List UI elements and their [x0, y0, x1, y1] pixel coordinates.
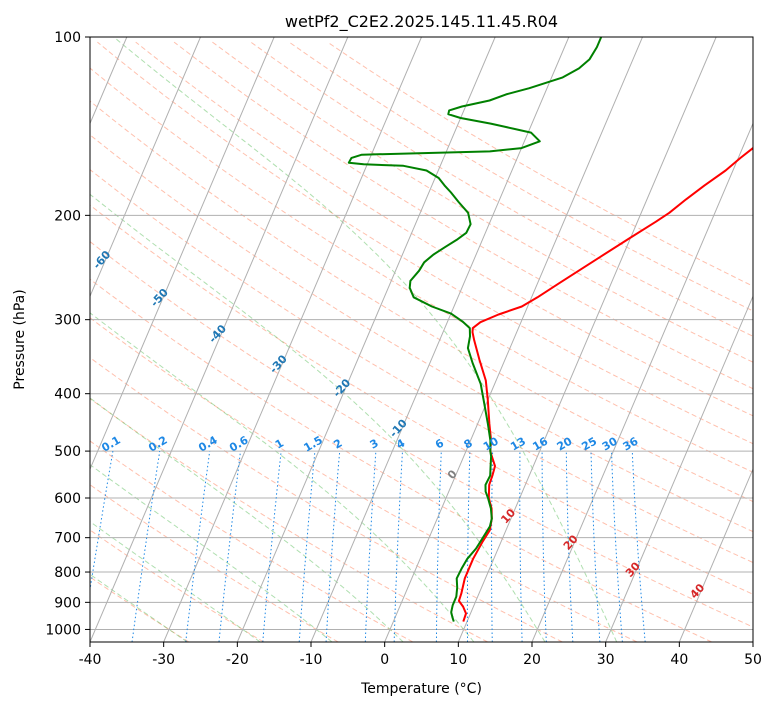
- isotherm: [90, 37, 275, 471]
- isotherm-label: -40: [206, 322, 229, 346]
- x-tick-label: 10: [449, 652, 467, 668]
- dry-adiabat: [90, 278, 712, 642]
- y-tick-label: 700: [54, 531, 81, 547]
- dry-adiabat: [90, 356, 563, 642]
- dry-adiabat: [90, 529, 264, 642]
- dry-adiabat: [90, 134, 753, 533]
- dry-adiabat: [90, 398, 488, 642]
- mixing-ratio-line: [611, 451, 623, 642]
- x-tick-label: 30: [597, 652, 615, 668]
- dry-adiabat: [90, 484, 339, 642]
- mixing-ratio-line: [466, 451, 471, 642]
- isotherm-label: -50: [148, 286, 171, 310]
- y-axis-label: Pressure (hPa): [12, 289, 28, 389]
- mixing-ratio-line: [185, 451, 211, 642]
- mixing-ratio-line: [131, 451, 161, 642]
- moist-adiabat: [113, 37, 618, 642]
- moist-adiabat: [90, 193, 546, 642]
- dry-adiabat: [90, 168, 753, 564]
- y-tick-label: 900: [54, 595, 81, 611]
- axes: -40 -30 -20 -10 0 10 20 30 40 50 100 200 300 400 500 60…: [45, 30, 762, 668]
- isotherm: [163, 37, 422, 642]
- y-tick-label: 1000: [45, 622, 81, 638]
- x-tick-label: 40: [670, 652, 688, 668]
- y-tick-label: 600: [54, 491, 81, 507]
- mixing-ratio-line: [631, 451, 646, 642]
- isotherm: [605, 295, 753, 642]
- dewpoint-line: [347, 37, 603, 622]
- dry-adiabat: [90, 317, 638, 642]
- isotherm: [236, 37, 496, 642]
- dry-adiabat: [173, 41, 753, 390]
- mixing-ratio-line: [590, 451, 601, 642]
- y-tick-label: 800: [54, 565, 81, 581]
- x-tick-label: -40: [79, 652, 102, 668]
- isotherm: [457, 37, 717, 642]
- dry-adiabat: [327, 41, 753, 287]
- dry-adiabat: [288, 41, 753, 312]
- isotherm-label: -20: [330, 376, 353, 400]
- isotherm: [90, 37, 349, 642]
- x-tick-label: 0: [380, 652, 389, 668]
- dry-adiabat: [90, 241, 753, 628]
- dry-adiabat: [90, 100, 753, 503]
- moist-adiabat: [90, 312, 475, 642]
- mixing-ratio-label: 1: [273, 437, 286, 452]
- dry-adiabat: [90, 204, 753, 595]
- x-tick-label: -30: [152, 652, 175, 668]
- isotherm: [310, 37, 570, 642]
- mixing-ratio-line: [364, 451, 377, 642]
- y-tick-label: 400: [54, 387, 81, 403]
- dry-adiabat: [135, 41, 753, 417]
- mixing-ratio-line: [218, 451, 241, 642]
- moist-adiabat: [90, 573, 188, 642]
- y-tick-label: 500: [54, 444, 81, 460]
- isotherm: [384, 37, 643, 642]
- isotherm-label: -70: [29, 220, 52, 244]
- y-tick-label: 200: [54, 208, 81, 224]
- mixing-ratio-label: 3: [368, 437, 381, 452]
- moist-adiabat: [90, 521, 261, 642]
- series-layer: [347, 37, 753, 622]
- x-tick-label: -20: [226, 652, 249, 668]
- x-axis-label: Temperature (°C): [360, 681, 482, 697]
- plot-area: [90, 37, 753, 642]
- moist-adiabat: [90, 464, 333, 642]
- dry-adiabat: [97, 41, 753, 445]
- isotherm: [678, 467, 753, 642]
- mixing-ratio-line: [90, 451, 114, 593]
- y-tick-label: 100: [54, 30, 81, 46]
- chart-title: wetPf2_C2E2.2025.145.11.45.R04: [285, 12, 558, 32]
- mixing-ratio-line: [298, 451, 316, 642]
- x-tick-label: -10: [300, 652, 323, 668]
- isotherm: [752, 640, 753, 642]
- mixing-ratio-line: [262, 451, 282, 642]
- mixing-ratio-label: 6: [433, 436, 446, 451]
- isotherm-label: -30: [267, 352, 290, 376]
- y-tick-label: 300: [54, 313, 81, 329]
- moist-adiabat: [90, 397, 404, 642]
- temperature-line: [457, 146, 753, 622]
- mixing-ratio-line: [435, 451, 442, 642]
- dry-adiabat: [90, 440, 414, 642]
- dry-adiabat: [90, 67, 753, 473]
- dry-adiabat: [212, 41, 753, 363]
- x-tick-label: 20: [523, 652, 541, 668]
- isotherm-label: -60: [90, 248, 113, 272]
- plot-frame: [89, 36, 754, 643]
- x-tick-label: 50: [744, 652, 762, 668]
- isotherm: [531, 122, 753, 642]
- isotherm: [90, 37, 201, 298]
